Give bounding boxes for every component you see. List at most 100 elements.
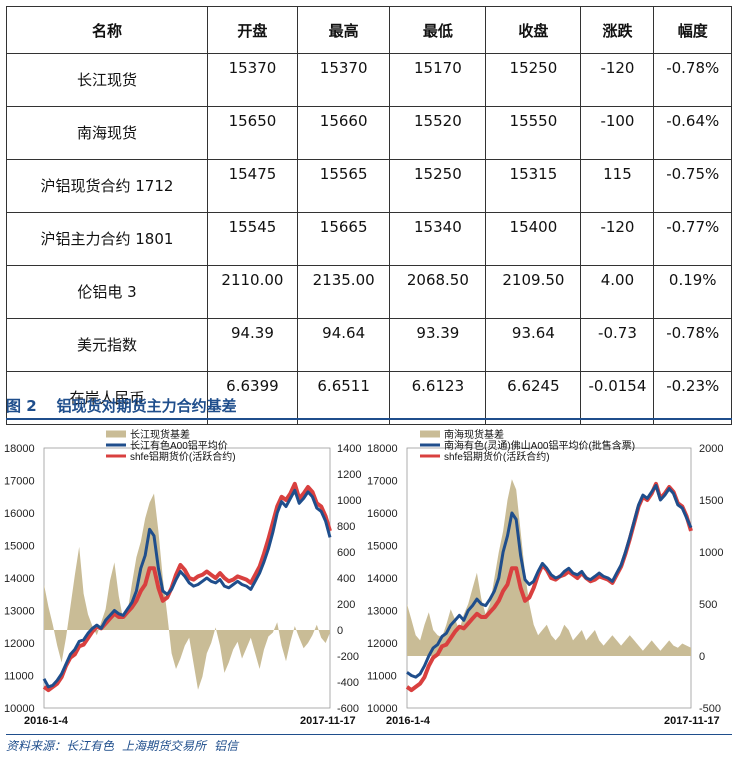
high-cell: 94.64 bbox=[296, 318, 391, 372]
y-left-tick-label: 18000 bbox=[367, 443, 398, 455]
low-cell: 15170 bbox=[389, 53, 487, 107]
pct-cell: -0.23% bbox=[653, 371, 732, 425]
legend-swatch bbox=[106, 454, 126, 458]
figure-caption: 铝现货对期货主力合约基差 bbox=[56, 397, 237, 415]
row-name: 伦铝电 3 bbox=[6, 265, 208, 319]
row-name: 南海现货 bbox=[6, 106, 208, 160]
y-right-tick-label: 0 bbox=[699, 651, 705, 663]
y-left-tick-label: 18000 bbox=[4, 443, 35, 455]
legend-swatch bbox=[420, 430, 440, 438]
low-cell: 15520 bbox=[389, 106, 487, 160]
header-cell: 最低 bbox=[389, 6, 487, 54]
pct-cell: -0.77% bbox=[653, 212, 732, 266]
futures-price-line bbox=[42, 481, 332, 693]
close-cell: 15400 bbox=[485, 212, 582, 266]
row-name: 沪铝主力合约 1801 bbox=[6, 212, 208, 266]
y-right-tick-label: 600 bbox=[337, 547, 355, 559]
plot-frame bbox=[406, 447, 692, 709]
pct-cell: -0.75% bbox=[653, 159, 732, 213]
header-cell: 最高 bbox=[296, 6, 391, 54]
high-cell: 2135.00 bbox=[296, 265, 391, 319]
y-left-tick-label: 11000 bbox=[367, 671, 397, 683]
y-right-tick-label: 1000 bbox=[699, 547, 723, 559]
y-left-tick-label: 15000 bbox=[4, 541, 35, 553]
change-cell: 115 bbox=[580, 159, 655, 213]
y-right-tick-label: -600 bbox=[337, 703, 359, 715]
open-cell: 15475 bbox=[206, 159, 298, 213]
pct-cell: 0.19% bbox=[653, 265, 732, 319]
y-right-tick-label: -400 bbox=[337, 677, 359, 689]
x-end-label: 2017-11-17 bbox=[664, 715, 720, 727]
legend-swatch bbox=[106, 443, 126, 447]
close-cell: 6.6245 bbox=[485, 371, 582, 425]
x-end-label: 2017-11-17 bbox=[300, 715, 356, 727]
high-cell: 6.6511 bbox=[296, 371, 391, 425]
legend-label: 长江有色A00铝平均价 bbox=[130, 439, 228, 452]
y-left-tick-label: 12000 bbox=[367, 638, 398, 650]
low-cell: 93.39 bbox=[389, 318, 487, 372]
legend-label: shfe铝期货价(活跃合约) bbox=[130, 450, 236, 463]
high-cell: 15665 bbox=[296, 212, 391, 266]
legend-swatch bbox=[420, 454, 440, 458]
low-cell: 2068.50 bbox=[389, 265, 487, 319]
y-left-tick-label: 16000 bbox=[367, 508, 398, 520]
pct-cell: -0.64% bbox=[653, 106, 732, 160]
y-right-tick-label: 800 bbox=[337, 521, 355, 533]
x-start-label: 2016-1-4 bbox=[24, 715, 69, 727]
legend-label: 南海有色(灵通)佛山A00铝平均价(批售含票) bbox=[444, 439, 635, 452]
row-name: 美元指数 bbox=[6, 318, 208, 372]
low-cell: 15340 bbox=[389, 212, 487, 266]
source-label: 资料来源：长江有色 bbox=[6, 739, 115, 753]
table-row: 伦铝电 3 2110.00 2135.00 2068.50 2109.50 4.… bbox=[6, 265, 732, 319]
source-note: 资料来源：长江有色 上海期货交易所 铝信 bbox=[6, 737, 246, 754]
legend-label: 长江现货基差 bbox=[130, 428, 190, 441]
high-cell: 15370 bbox=[296, 53, 391, 107]
y-left-tick-label: 12000 bbox=[4, 638, 35, 650]
figure-top-rule bbox=[6, 418, 732, 420]
table-row: 沪铝主力合约 1801 15545 15665 15340 15400 -120… bbox=[6, 212, 732, 266]
open-cell: 6.6399 bbox=[206, 371, 298, 425]
source-item: 铝信 bbox=[214, 739, 239, 753]
figure-bottom-rule bbox=[6, 734, 732, 735]
open-cell: 94.39 bbox=[206, 318, 298, 372]
close-cell: 15250 bbox=[485, 53, 582, 107]
close-cell: 15315 bbox=[485, 159, 582, 213]
table-row: 沪铝现货合约 1712 15475 15565 15250 15315 115 … bbox=[6, 159, 732, 213]
y-right-tick-label: 1200 bbox=[337, 469, 361, 481]
plot-frame bbox=[43, 447, 331, 709]
change-cell: -100 bbox=[580, 106, 655, 160]
change-cell: -120 bbox=[580, 212, 655, 266]
chart-changjiang-basis: 1800017000160001500014000130001200011000… bbox=[4, 428, 361, 727]
spot-price-line bbox=[42, 488, 332, 689]
header-cell: 幅度 bbox=[653, 6, 732, 54]
y-right-tick-label: 1400 bbox=[337, 443, 361, 455]
header-cell: 收盘 bbox=[485, 6, 582, 54]
y-right-tick-label: 1000 bbox=[337, 495, 361, 507]
change-cell: -0.0154 bbox=[580, 371, 655, 425]
open-cell: 15650 bbox=[206, 106, 298, 160]
y-left-tick-label: 11000 bbox=[4, 671, 34, 683]
figure-number: 图 2 bbox=[6, 397, 37, 415]
open-cell: 15370 bbox=[206, 53, 298, 107]
y-left-tick-label: 14000 bbox=[4, 573, 35, 585]
x-start-label: 2016-1-4 bbox=[386, 715, 431, 727]
low-cell: 6.6123 bbox=[389, 371, 487, 425]
y-left-tick-label: 14000 bbox=[367, 573, 398, 585]
low-cell: 15250 bbox=[389, 159, 487, 213]
y-right-tick-label: 1500 bbox=[699, 495, 723, 507]
table-header-row: 名称 开盘 最高 最低 收盘 涨跌 幅度 bbox=[6, 6, 732, 54]
y-left-tick-label: 15000 bbox=[367, 541, 398, 553]
figure-title: 图 2 铝现货对期货主力合约基差 bbox=[6, 395, 237, 416]
change-cell: -120 bbox=[580, 53, 655, 107]
chart-nanhai-basis: 1800017000160001500014000130001200011000… bbox=[367, 428, 723, 727]
high-cell: 15565 bbox=[296, 159, 391, 213]
row-name: 沪铝现货合约 1712 bbox=[6, 159, 208, 213]
y-left-tick-label: 13000 bbox=[4, 606, 35, 618]
y-right-tick-label: 500 bbox=[699, 599, 717, 611]
y-left-tick-label: 10000 bbox=[367, 703, 398, 715]
close-cell: 93.64 bbox=[485, 318, 582, 372]
y-left-tick-label: 13000 bbox=[367, 606, 398, 618]
y-left-tick-label: 10000 bbox=[4, 703, 35, 715]
source-item: 上海期货交易所 bbox=[122, 739, 207, 753]
y-right-tick-label: -500 bbox=[699, 703, 721, 715]
